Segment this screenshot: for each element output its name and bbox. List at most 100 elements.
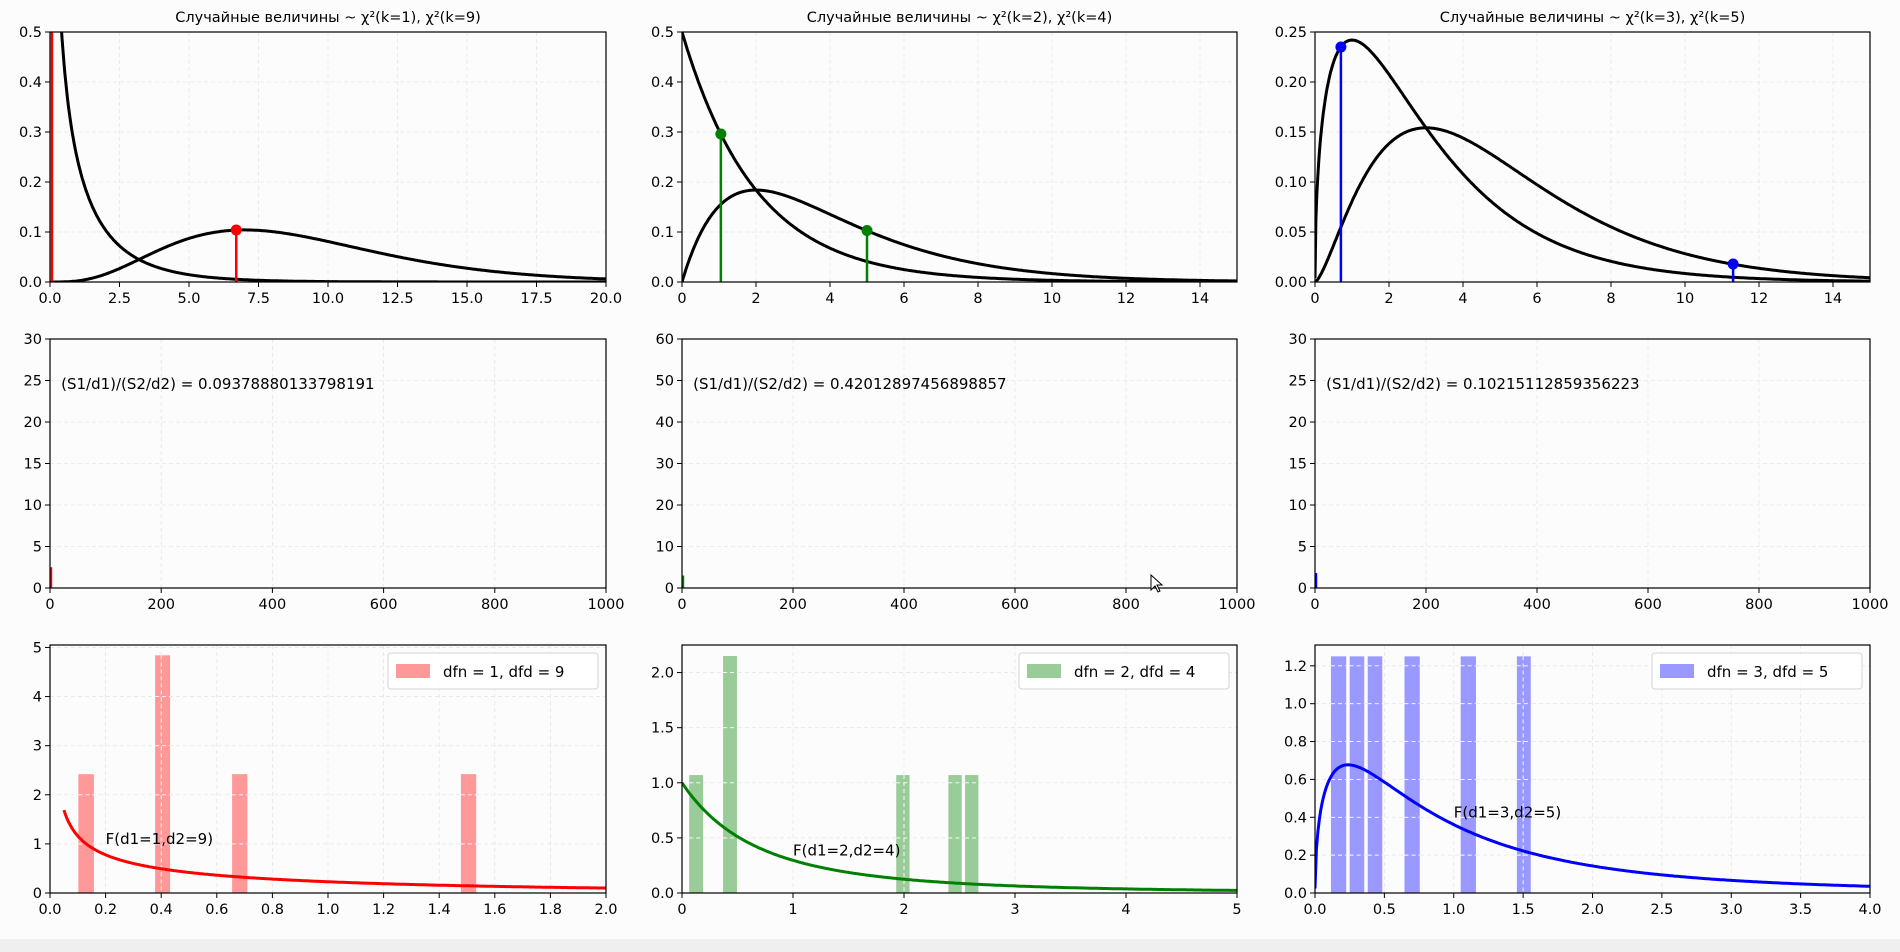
sample-point bbox=[230, 224, 242, 236]
y-tick-label: 0.20 bbox=[1275, 75, 1307, 91]
y-tick-label: 0.4 bbox=[1284, 810, 1307, 826]
x-tick-label: 1.4 bbox=[428, 902, 451, 918]
x-tick-label: 7.5 bbox=[247, 291, 270, 307]
subplot-title: Случайные величины ~ χ²(k=1), χ²(k=9) bbox=[175, 10, 481, 26]
annotation-text: (S1/d1)/(S2/d2) = 0.42012897456898857 bbox=[693, 375, 1006, 393]
y-tick-label: 25 bbox=[1289, 374, 1307, 390]
y-tick-label: 0 bbox=[665, 581, 674, 597]
x-tick-label: 400 bbox=[259, 597, 287, 613]
x-tick-label: 10 bbox=[1043, 291, 1061, 307]
x-tick-label: 2.0 bbox=[594, 902, 617, 918]
x-tick-label: 10 bbox=[1676, 291, 1694, 307]
y-tick-label: 30 bbox=[1289, 332, 1307, 348]
histogram-bar bbox=[1404, 656, 1420, 893]
y-tick-label: 20 bbox=[656, 498, 674, 514]
y-tick-label: 0 bbox=[33, 886, 42, 902]
annotation-text: F(d1=3,d2=5) bbox=[1454, 803, 1561, 821]
y-tick-label: 40 bbox=[656, 415, 674, 431]
window-bottom-strip bbox=[0, 939, 1900, 952]
y-tick-label: 0.15 bbox=[1275, 125, 1307, 141]
legend: dfn = 3, dfd = 5 bbox=[1651, 652, 1863, 690]
histogram-bar bbox=[460, 774, 477, 893]
subplot-f-1-9: 0.0 0.2 0.4 0.6 0.8 1.0 1.2 1.4 1.6 1.8 2.0 0 1 2 3 4 5 F… bbox=[33, 640, 618, 918]
x-tick-label: 2.0 bbox=[1581, 902, 1604, 918]
y-tick-label: 30 bbox=[24, 332, 42, 348]
x-tick-label: 12.5 bbox=[381, 291, 413, 307]
y-tick-label: 0.3 bbox=[651, 125, 674, 141]
x-tick-label: 1.2 bbox=[372, 902, 395, 918]
sample-point bbox=[1727, 258, 1739, 270]
histogram-bar bbox=[723, 656, 737, 893]
x-tick-label: 10.0 bbox=[312, 291, 344, 307]
subplot-f-3-5: 0.0 0.5 1.0 1.5 2.0 2.5 3.0 3.5 4.0 0.0 0.2 0.4 0.6 0… bbox=[1284, 644, 1882, 918]
y-tick-label: 1.0 bbox=[1284, 697, 1307, 713]
x-tick-label: 2.5 bbox=[108, 291, 131, 307]
histogram-bar bbox=[50, 567, 53, 588]
y-tick-label: 0.6 bbox=[1284, 772, 1307, 788]
y-tick-label: 0.0 bbox=[651, 275, 674, 291]
y-tick-label: 0.4 bbox=[651, 75, 674, 91]
x-tick-label: 1.5 bbox=[1512, 902, 1535, 918]
x-tick-label: 0 bbox=[677, 902, 686, 918]
histogram-bar bbox=[896, 775, 910, 893]
y-tick-label: 15 bbox=[1289, 457, 1307, 473]
x-tick-label: 2 bbox=[1384, 291, 1393, 307]
y-tick-label: 20 bbox=[1289, 415, 1307, 431]
histogram-bar bbox=[1330, 656, 1347, 893]
histogram-bar bbox=[682, 575, 685, 588]
x-tick-label: 14 bbox=[1191, 291, 1209, 307]
x-tick-label: 0.6 bbox=[205, 902, 228, 918]
x-tick-label: 12 bbox=[1750, 291, 1768, 307]
pdf-curve-k9 bbox=[50, 228, 606, 282]
x-tick-label: 4 bbox=[825, 291, 834, 307]
subplot-f-2-4: 0 1 2 3 4 5 0.0 0.5 1.0 1.5 2.0 F(d1=2,d2=4) dfn = 2… bbox=[651, 644, 1242, 918]
x-tick-label: 0.2 bbox=[94, 902, 117, 918]
y-tick-label: 0.4 bbox=[19, 75, 42, 91]
x-tick-label: 0 bbox=[677, 597, 686, 613]
legend-swatch bbox=[1027, 664, 1061, 678]
axes-frame bbox=[681, 31, 1238, 283]
y-tick-label: 0.2 bbox=[651, 175, 674, 191]
annotation-text: F(d1=2,d2=4) bbox=[793, 842, 900, 860]
x-tick-label: 2 bbox=[899, 902, 908, 918]
pdf-curve-k5 bbox=[1315, 126, 1870, 282]
x-tick-label: 200 bbox=[779, 597, 807, 613]
x-tick-label: 2.5 bbox=[1650, 902, 1673, 918]
y-tick-label: 2 bbox=[33, 788, 42, 804]
x-tick-label: 1000 bbox=[1219, 597, 1256, 613]
y-tick-label: 10 bbox=[1289, 498, 1307, 514]
y-tick-label: 5 bbox=[1298, 540, 1307, 556]
histogram-bar bbox=[1460, 656, 1476, 893]
y-tick-label: 0.2 bbox=[1284, 848, 1307, 864]
y-tick-label: 0 bbox=[33, 581, 42, 597]
y-tick-label: 5 bbox=[33, 540, 42, 556]
x-tick-label: 4 bbox=[1121, 902, 1130, 918]
annotation-text: (S1/d1)/(S2/d2) = 0.10215112859356223 bbox=[1326, 375, 1639, 393]
pdf-curve-k4 bbox=[682, 188, 1237, 282]
legend-label: dfn = 2, dfd = 4 bbox=[1074, 663, 1195, 681]
f-pdf-curve bbox=[1315, 763, 1870, 889]
x-tick-label: 800 bbox=[481, 597, 509, 613]
y-tick-label: 25 bbox=[24, 374, 42, 390]
pdf-curve-k3 bbox=[1315, 38, 1870, 282]
y-tick-label: 0.0 bbox=[651, 886, 674, 902]
x-tick-label: 1.0 bbox=[316, 902, 339, 918]
y-tick-label: 0.5 bbox=[19, 25, 42, 41]
x-tick-label: 0.8 bbox=[261, 902, 284, 918]
y-tick-label: 0.10 bbox=[1275, 175, 1307, 191]
x-tick-label: 1.8 bbox=[539, 902, 562, 918]
y-tick-label: 0.1 bbox=[19, 225, 42, 241]
x-tick-label: 17.5 bbox=[520, 291, 552, 307]
y-tick-label: 10 bbox=[24, 498, 42, 514]
y-tick-label: 50 bbox=[656, 374, 674, 390]
y-tick-label: 0.25 bbox=[1275, 25, 1307, 41]
y-tick-label: 60 bbox=[656, 332, 674, 348]
x-tick-label: 4 bbox=[1458, 291, 1467, 307]
y-tick-label: 0 bbox=[1298, 581, 1307, 597]
y-tick-label: 1 bbox=[33, 837, 42, 853]
subplot-ratio-2: 0 200 400 600 800 1000 0 10 20 30 40 50 60 (S1/d1)/(S… bbox=[656, 332, 1256, 613]
legend-swatch bbox=[1660, 664, 1694, 678]
histogram-bar bbox=[155, 655, 171, 893]
x-tick-label: 0.5 bbox=[1373, 902, 1396, 918]
x-tick-label: 400 bbox=[890, 597, 918, 613]
